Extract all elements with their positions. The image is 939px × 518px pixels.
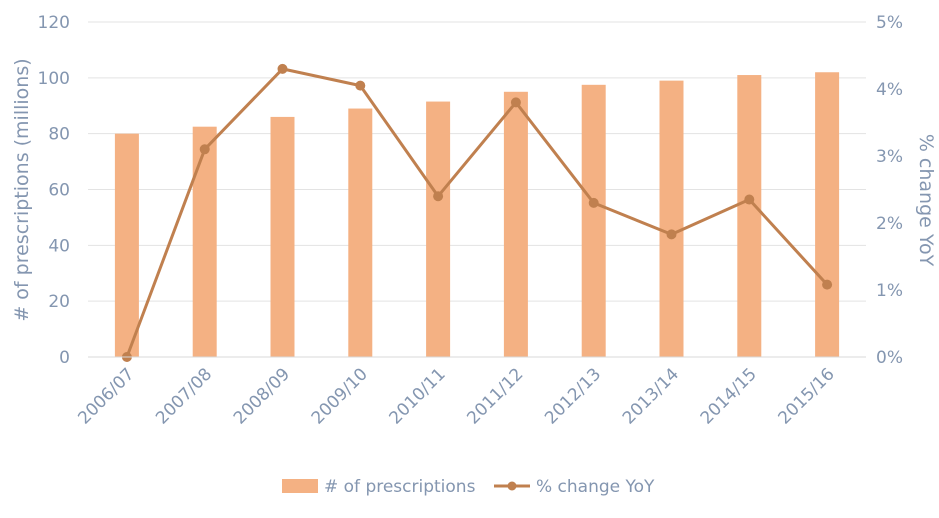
x-axis-ticks: 2006/07 2007/08 2008/09 2009/10 2010/11 2011/… bbox=[74, 364, 838, 428]
line-point bbox=[199, 144, 210, 155]
bar bbox=[192, 126, 217, 357]
right-axis-ticks: 0% 1% 2% 3% 4% 5% bbox=[876, 13, 903, 368]
line-point bbox=[355, 80, 366, 91]
x-tick-label: 2012/13 bbox=[541, 364, 605, 428]
y2-tick-label: 1% bbox=[876, 281, 903, 301]
bar bbox=[114, 133, 139, 357]
line-point bbox=[822, 279, 833, 290]
y2-tick-label: 4% bbox=[876, 80, 903, 100]
line-point bbox=[588, 197, 599, 208]
left-axis-ticks: 0 20 40 60 80 100 120 bbox=[38, 13, 70, 368]
bar-series bbox=[114, 72, 840, 358]
y2-tick-label: 2% bbox=[876, 214, 903, 234]
x-tick-label: 2006/07 bbox=[74, 364, 138, 428]
x-tick-label: 2014/15 bbox=[697, 364, 761, 428]
bar bbox=[270, 116, 295, 358]
x-tick-label: 2011/12 bbox=[463, 364, 527, 428]
line-series bbox=[121, 63, 833, 362]
y-axis-title: # of prescriptions (millions) bbox=[11, 58, 33, 321]
bar bbox=[737, 75, 762, 358]
y-tick-label: 120 bbox=[38, 13, 70, 33]
y2-tick-label: 0% bbox=[876, 348, 903, 368]
x-tick-label: 2013/14 bbox=[619, 364, 683, 428]
bar bbox=[815, 72, 840, 357]
y-tick-label: 40 bbox=[48, 236, 70, 256]
line-point bbox=[744, 194, 755, 205]
line-point bbox=[666, 229, 677, 240]
y2-axis-title: % change YoY bbox=[915, 134, 937, 267]
y2-tick-label: 5% bbox=[876, 13, 903, 33]
x-tick-label: 2015/16 bbox=[775, 364, 839, 428]
y-tick-label: 20 bbox=[48, 292, 70, 312]
x-tick-label: 2009/10 bbox=[308, 364, 372, 428]
legend-bar-label: # of prescriptions bbox=[324, 477, 476, 497]
line-point bbox=[277, 63, 288, 74]
bar bbox=[348, 108, 373, 358]
x-tick-label: 2008/09 bbox=[230, 364, 294, 428]
legend-line-label: % change YoY bbox=[536, 477, 655, 497]
y-tick-label: 0 bbox=[59, 348, 70, 368]
legend-bar-swatch bbox=[282, 479, 318, 493]
bar bbox=[426, 101, 451, 357]
x-tick-label: 2007/08 bbox=[152, 364, 216, 428]
legend-line-marker bbox=[507, 481, 517, 491]
line-point bbox=[433, 191, 444, 202]
gridlines bbox=[88, 21, 866, 358]
bar bbox=[503, 91, 528, 358]
legend: # of prescriptions % change YoY bbox=[282, 477, 655, 497]
bar bbox=[581, 84, 606, 357]
y-tick-label: 80 bbox=[48, 125, 70, 145]
line-point bbox=[510, 97, 521, 108]
y-tick-label: 60 bbox=[48, 181, 70, 201]
x-tick-label: 2010/11 bbox=[386, 364, 450, 428]
y-tick-label: 100 bbox=[38, 69, 70, 89]
y2-tick-label: 3% bbox=[876, 147, 903, 167]
line-path bbox=[125, 67, 829, 358]
bar bbox=[659, 80, 684, 357]
